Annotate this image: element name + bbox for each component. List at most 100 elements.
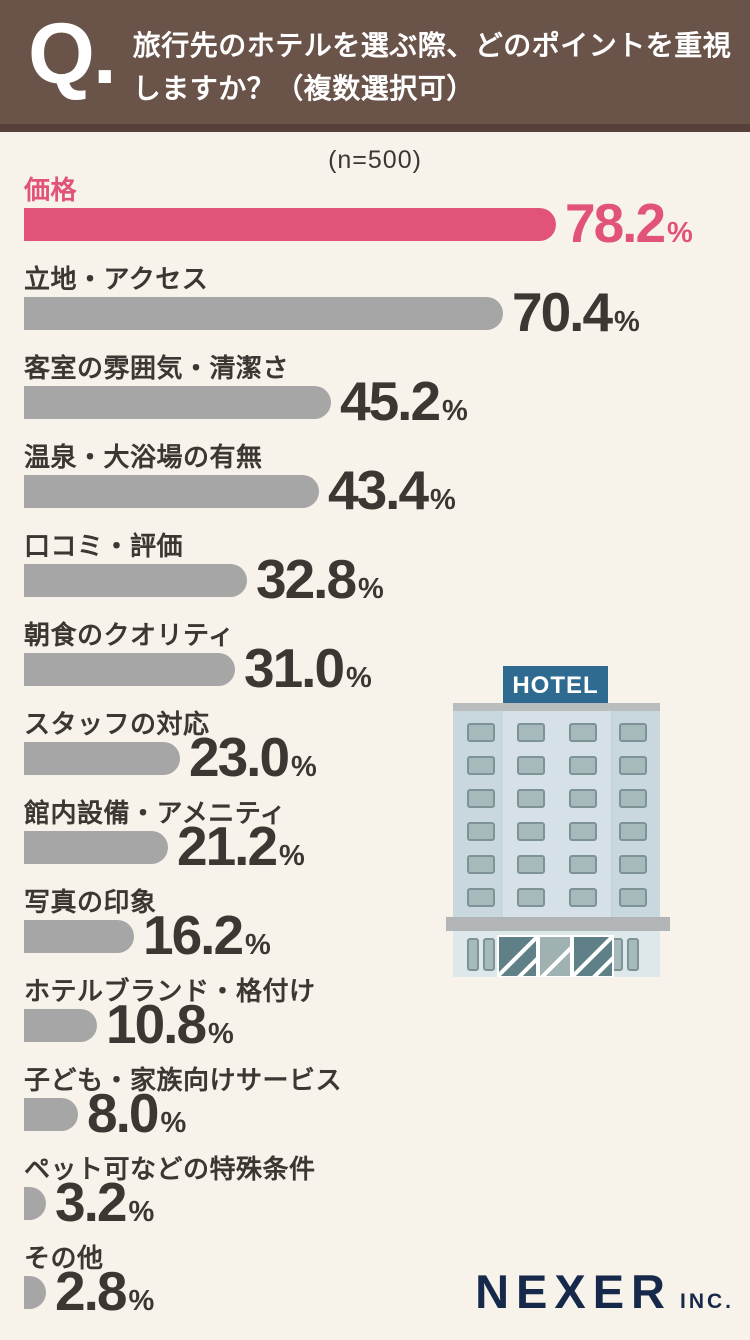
chart-row: 口コミ・評価 32.8%	[24, 530, 726, 607]
bar	[24, 564, 247, 597]
q-mark: Q.	[28, 6, 117, 102]
hotel-glass-doors	[497, 935, 614, 978]
category-label: 口コミ・評価	[24, 531, 184, 561]
hotel-sign	[503, 666, 608, 703]
value-number: 16.2	[143, 904, 244, 966]
value-percent-sign: %	[358, 573, 384, 605]
value-label: 10.8%	[106, 997, 234, 1052]
value-label: 2.8%	[55, 1264, 154, 1319]
category-label: 温泉・大浴場の有無	[24, 442, 263, 472]
chart-area: (n=500) 価格 78.2% 立地・アクセス 70.4% 客室の雰囲気・清潔…	[24, 132, 726, 1331]
chart-row: 立地・アクセス 70.4%	[24, 263, 726, 340]
value-number: 2.8	[55, 1260, 127, 1322]
hotel-seam	[501, 711, 503, 917]
value-label: 32.8%	[256, 552, 384, 607]
bar-chart: 価格 78.2% 立地・アクセス 70.4% 客室の雰囲気・清潔さ 45.2% …	[24, 174, 726, 1319]
value-percent-sign: %	[614, 306, 640, 338]
value-label: 43.4%	[328, 463, 456, 518]
value-percent-sign: %	[128, 1196, 155, 1228]
hotel-lower-band	[446, 917, 670, 931]
question-title: 旅行先のホテルを選ぶ際、どのポイントを重視 しますか？（複数選択可）	[133, 24, 732, 110]
hotel-illustration: HOTEL	[442, 662, 674, 978]
chart-row: 温泉・大浴場の有無 43.4%	[24, 441, 726, 518]
category-label: 館内設備・アメニティ	[24, 798, 287, 828]
question-title-line1: 旅行先のホテルを選ぶ際、どのポイントを重視	[132, 30, 732, 61]
category-label: スタッフの対応	[24, 709, 210, 739]
bar	[24, 1276, 46, 1309]
value-number: 43.4	[328, 459, 429, 521]
bar	[24, 297, 503, 330]
bar-line: 10.8%	[24, 997, 726, 1052]
chart-row: 朝食のクオリティ 31.0%	[24, 619, 726, 696]
bar	[24, 653, 235, 686]
question-title-line2: しますか？（複数選択可）	[132, 73, 475, 104]
value-number: 45.2	[340, 370, 441, 432]
chart-row: 価格 78.2%	[24, 174, 726, 251]
value-label: 8.0%	[87, 1086, 186, 1141]
chart-row: 客室の雰囲気・清潔さ 45.2%	[24, 352, 726, 429]
bar-line: 2.8%	[24, 1264, 726, 1319]
category-label: ペット可などの特殊条件	[24, 1154, 316, 1184]
bar-line: 8.0%	[24, 1086, 726, 1141]
value-number: 31.0	[244, 637, 345, 699]
value-percent-sign: %	[208, 1018, 234, 1050]
value-label: 23.0%	[189, 730, 317, 785]
value-label: 70.4%	[512, 285, 640, 340]
value-percent-sign: %	[291, 751, 317, 783]
value-label: 21.2%	[177, 819, 305, 874]
value-percent-sign: %	[667, 217, 693, 249]
chart-row: スタッフの対応 23.0%	[24, 708, 726, 785]
chart-row: ホテルブランド・格付け 10.8%	[24, 975, 726, 1052]
chart-row: その他 2.8%	[24, 1242, 726, 1319]
bar	[24, 831, 168, 864]
hotel-building-graphic: HOTEL	[446, 666, 670, 978]
bar-line: 70.4%	[24, 285, 726, 340]
bar	[24, 1187, 46, 1220]
hotel-body-shade-left	[453, 711, 501, 917]
hotel-windows	[467, 723, 647, 907]
hotel-sign-text: HOTEL	[512, 672, 598, 699]
value-percent-sign: %	[346, 662, 372, 694]
bar-line: 31.0%	[24, 641, 726, 696]
bar	[24, 1098, 78, 1131]
value-number: 32.8	[256, 548, 357, 610]
hotel-seam	[611, 711, 613, 917]
value-number: 21.2	[177, 815, 278, 877]
value-label: 3.2%	[55, 1175, 154, 1230]
value-percent-sign: %	[430, 484, 456, 516]
category-label: 写真の印象	[24, 887, 157, 917]
value-percent-sign: %	[128, 1285, 155, 1317]
category-label: 立地・アクセス	[24, 264, 209, 294]
bar-line: 78.2%	[24, 196, 726, 251]
chart-row: ペット可などの特殊条件 3.2%	[24, 1153, 726, 1230]
category-label: その他	[24, 1243, 104, 1273]
hotel-body-shade-right	[612, 711, 660, 917]
value-label: 31.0%	[244, 641, 372, 696]
category-label: ホテルブランド・格付け	[24, 976, 316, 1006]
nexer-logo: NEXER INC.	[475, 1264, 734, 1319]
sample-size-label: (n=500)	[328, 146, 422, 174]
value-number: 70.4	[512, 281, 613, 343]
category-label: 価格	[24, 175, 78, 205]
bar	[24, 475, 319, 508]
chart-row: 写真の印象 16.2%	[24, 886, 726, 963]
bar	[24, 386, 331, 419]
bar-line: 23.0%	[24, 730, 726, 785]
bar-line: 32.8%	[24, 552, 726, 607]
bar	[24, 742, 180, 775]
value-label: 16.2%	[143, 908, 271, 963]
category-label: 朝食のクオリティ	[24, 620, 235, 650]
category-label: 子ども・家族向けサービス	[24, 1065, 343, 1095]
bar-line: 16.2%	[24, 908, 726, 963]
value-number: 10.8	[106, 993, 207, 1055]
bar-line: 21.2%	[24, 819, 726, 874]
nexer-logo-text: NEXER	[475, 1265, 672, 1318]
chart-row: 子ども・家族向けサービス 8.0%	[24, 1064, 726, 1141]
value-percent-sign: %	[160, 1107, 187, 1139]
bar	[24, 1009, 97, 1042]
value-percent-sign: %	[245, 929, 271, 961]
nexer-logo-suffix: INC.	[680, 1290, 734, 1313]
bar	[24, 208, 556, 241]
bar-line: 45.2%	[24, 374, 726, 429]
bar-line: 43.4%	[24, 463, 726, 518]
